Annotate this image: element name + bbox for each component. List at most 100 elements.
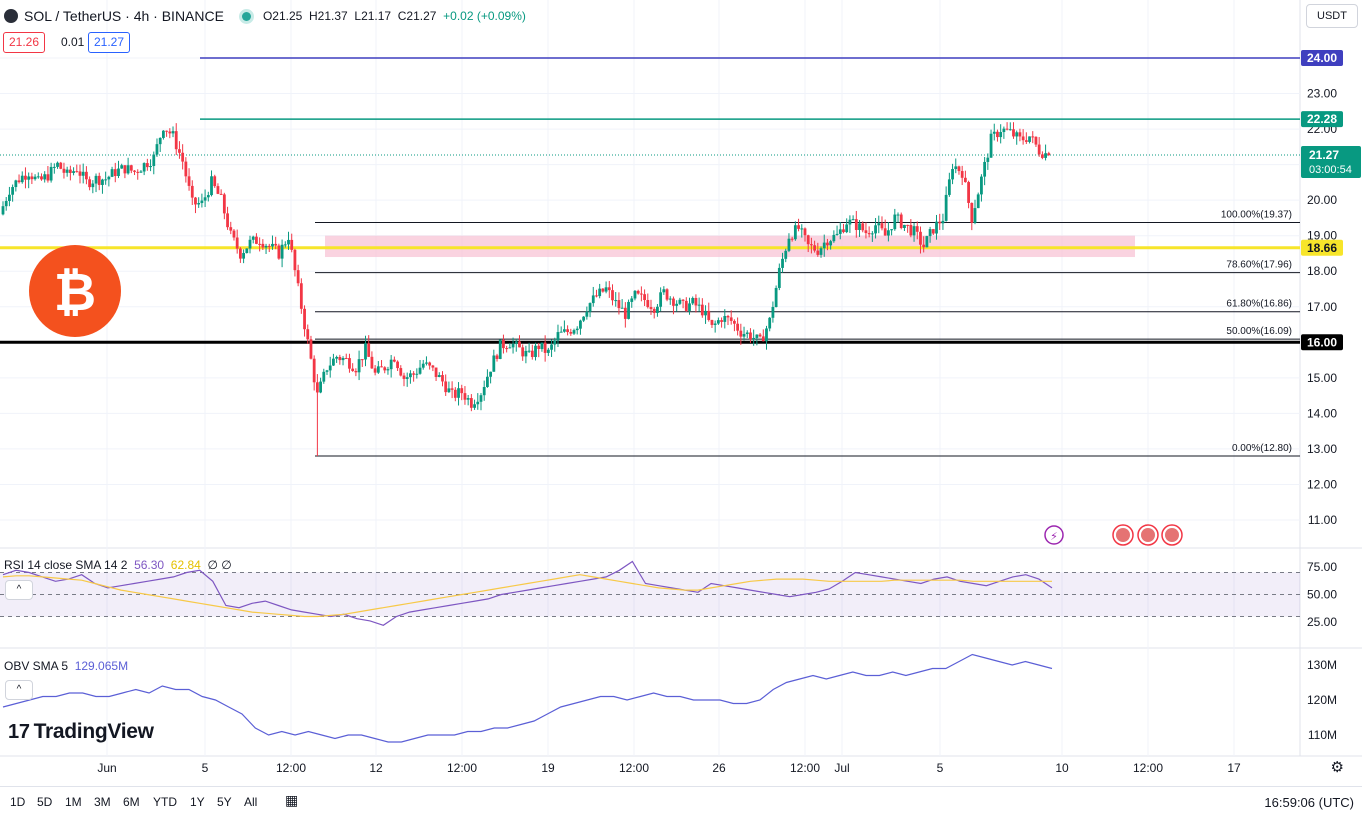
symbol-title[interactable]: SOL / TetherUS · 4h · BINANCE	[24, 8, 224, 24]
candle-body	[534, 345, 537, 358]
candle-body	[928, 229, 932, 237]
candle-body	[896, 214, 900, 216]
utc-clock[interactable]: 16:59:06 (UTC)	[1264, 795, 1354, 810]
candle-body	[630, 298, 634, 302]
x-tick-label: Jul	[834, 761, 849, 775]
timeframe-6m[interactable]: 6M	[123, 795, 140, 809]
candle-body	[755, 334, 759, 338]
candle-body	[999, 132, 1003, 138]
low-value: L21.17	[354, 9, 392, 23]
calendar-range-icon[interactable]: ▦	[285, 792, 299, 808]
candle-body	[521, 347, 525, 357]
candle-body	[145, 163, 149, 168]
y-tick-label: 14.00	[1307, 406, 1337, 420]
candle-body	[716, 320, 720, 324]
candle-body	[838, 229, 842, 234]
candle-body	[373, 368, 377, 373]
candle-body	[1037, 144, 1041, 155]
candle-body	[925, 236, 929, 248]
timeframe-5y[interactable]: 5Y	[217, 795, 232, 809]
candle-body	[312, 358, 316, 383]
currency-select[interactable]: USDT	[1306, 4, 1358, 28]
y-tick-label: 15.00	[1307, 371, 1337, 385]
candle-body	[983, 161, 987, 177]
timeframe-1m[interactable]: 1M	[65, 795, 82, 809]
timeframe-3m[interactable]: 3M	[94, 795, 111, 809]
candle-body	[56, 162, 59, 167]
gear-icon[interactable]: ⚙	[1330, 759, 1344, 776]
candle-body	[960, 171, 964, 178]
rsi-label: RSI 14 close SMA 14 2	[4, 558, 128, 572]
candle-body	[739, 330, 743, 337]
obv-collapse-button[interactable]: ^	[5, 680, 33, 700]
candle-body	[17, 180, 21, 183]
candle-body	[643, 294, 646, 301]
x-tick-label: 12:00	[276, 761, 306, 775]
candle-body	[360, 359, 364, 361]
candle-body	[707, 310, 711, 320]
candle-body	[14, 180, 18, 188]
obv-label: OBV SMA 5	[4, 659, 69, 673]
timeframe-ytd[interactable]: YTD	[153, 795, 177, 809]
candle-body	[348, 358, 351, 369]
y-tick-label: 20.00	[1307, 193, 1337, 207]
candle-body	[466, 398, 470, 400]
candle-body	[460, 388, 464, 394]
timeframe-all[interactable]: All	[244, 795, 258, 809]
obv-tick-label: 120M	[1307, 693, 1337, 707]
candle-body	[319, 381, 322, 393]
candle-body	[931, 229, 935, 234]
level-badge-label: 22.28	[1307, 112, 1337, 126]
candle-body	[344, 358, 348, 360]
candle-body	[1018, 132, 1022, 137]
tradingview-logo[interactable]: 17 TradingView	[8, 720, 154, 744]
x-tick-label: 12:00	[619, 761, 649, 775]
candle-body	[832, 234, 836, 242]
candle-body	[614, 300, 618, 302]
candle-body	[903, 224, 906, 228]
candle-body	[421, 363, 425, 368]
candle-body	[777, 267, 781, 288]
timeframe-1d[interactable]: 1D	[10, 795, 26, 809]
timeframe-5d[interactable]: 5D	[37, 795, 53, 809]
candle-body	[1028, 136, 1031, 142]
candle-body	[357, 359, 361, 373]
sell-price-button[interactable]: 21.26	[3, 32, 46, 53]
x-tick-label: 19	[541, 761, 555, 775]
candle-body	[668, 298, 672, 300]
price-chart[interactable]: 100.00%(19.37) 78.60%(17.96) 61.80%(16.86)…	[0, 0, 1362, 786]
candle-body	[161, 130, 165, 138]
candle-body	[168, 131, 172, 134]
candle-body	[389, 359, 393, 370]
candle-body	[155, 144, 159, 155]
timeframe-1y[interactable]: 1Y	[190, 795, 205, 809]
candle-body	[75, 171, 79, 173]
candle-body	[579, 320, 582, 329]
candle-body	[216, 186, 220, 194]
rsi-tick-label: 50.00	[1307, 588, 1337, 602]
candle-body	[258, 243, 262, 245]
candle-body	[633, 290, 637, 299]
candle-body	[582, 316, 586, 321]
candle-body	[136, 171, 140, 173]
candle-body	[620, 307, 624, 309]
x-tick-label: 5	[202, 761, 209, 775]
candle-body	[402, 375, 406, 379]
candle-body	[49, 166, 53, 181]
candle-body	[126, 165, 130, 174]
candle-body	[537, 345, 541, 349]
candle-body	[238, 248, 242, 259]
rsi-collapse-button[interactable]: ^	[5, 580, 33, 600]
candle-body	[338, 356, 342, 361]
candle-body	[81, 171, 85, 176]
buy-price-button[interactable]: 21.27	[88, 32, 131, 53]
candle-body	[309, 339, 313, 359]
candle-body	[659, 292, 663, 307]
candle-body	[723, 316, 727, 322]
candle-body	[623, 307, 627, 319]
candle-body	[117, 168, 120, 177]
candle-body	[431, 365, 435, 368]
candle-body	[800, 228, 804, 230]
candle-body	[190, 185, 194, 198]
lightning-glyph: ⚡	[1050, 530, 1058, 543]
